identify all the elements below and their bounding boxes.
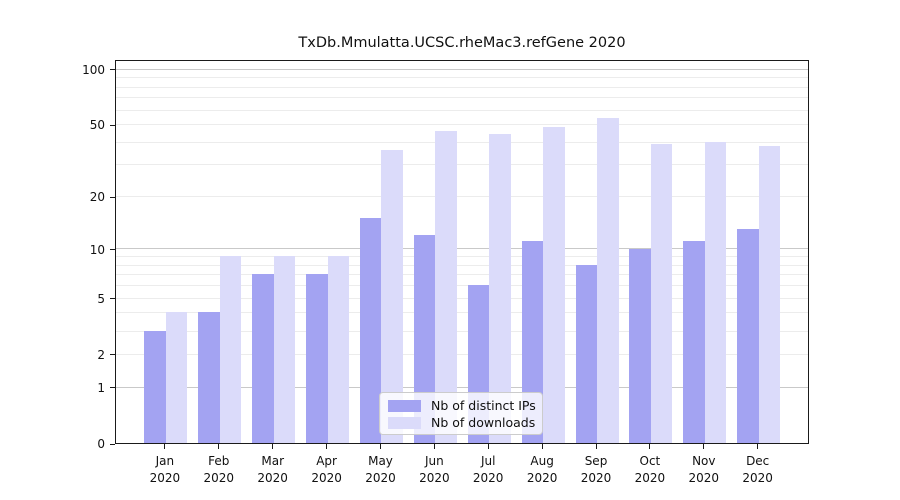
x-axis-tick bbox=[218, 444, 220, 449]
y-axis-tick bbox=[110, 249, 115, 250]
legend-label-downloads: Nb of downloads bbox=[431, 414, 536, 430]
x-axis-tick bbox=[433, 444, 435, 449]
bar-nb-of-distinct-ips bbox=[252, 274, 274, 443]
gridline bbox=[116, 285, 808, 287]
bar-nb-of-downloads bbox=[381, 150, 403, 443]
gridline bbox=[116, 386, 808, 388]
gridline bbox=[116, 124, 808, 126]
x-axis-tick-label: Sep 2020 bbox=[580, 454, 612, 485]
bar-nb-of-distinct-ips bbox=[629, 248, 651, 443]
y-axis-tick bbox=[110, 298, 115, 300]
y-axis-tick bbox=[110, 69, 115, 71]
x-axis-tick bbox=[703, 444, 705, 449]
bar-nb-of-distinct-ips bbox=[306, 274, 328, 443]
x-axis-tick-label: May 2020 bbox=[365, 454, 396, 485]
y-axis-tick bbox=[110, 354, 115, 356]
x-axis-tick-label: Oct 2020 bbox=[634, 454, 666, 485]
bar-nb-of-downloads bbox=[704, 141, 727, 443]
legend: Nb of distinct IPs Nb of downloads bbox=[379, 392, 543, 435]
y-axis-tick bbox=[110, 196, 115, 198]
y-axis-tick-label: 10 bbox=[89, 242, 105, 257]
gridline bbox=[116, 312, 808, 314]
legend-label-distinct-ips: Nb of distinct IPs bbox=[431, 397, 536, 413]
bar-nb-of-downloads bbox=[273, 256, 296, 443]
bar-nb-of-distinct-ips bbox=[144, 330, 166, 443]
x-axis-tick bbox=[541, 444, 543, 449]
bar-nb-of-downloads bbox=[543, 127, 565, 443]
gridline bbox=[116, 86, 808, 88]
y-axis-tick-label: 5 bbox=[97, 291, 105, 306]
x-axis-tick-label: Dec 2020 bbox=[742, 454, 773, 485]
x-axis-tick bbox=[595, 444, 597, 449]
bar-nb-of-distinct-ips bbox=[737, 228, 759, 443]
legend-swatch-downloads bbox=[388, 416, 421, 429]
y-axis-tick-label: 0 bbox=[97, 437, 105, 451]
x-axis-tick bbox=[649, 444, 651, 449]
gridline bbox=[116, 274, 808, 276]
x-axis-tick bbox=[487, 444, 489, 449]
bar-nb-of-distinct-ips bbox=[359, 218, 382, 443]
gridline bbox=[116, 264, 808, 266]
x-axis-tick bbox=[326, 444, 328, 449]
x-axis-tick-label: Jul 2020 bbox=[472, 454, 504, 485]
bar-nb-of-downloads bbox=[650, 143, 673, 443]
plot-area bbox=[115, 60, 809, 444]
gridline bbox=[116, 164, 808, 166]
x-axis-tick-label: Aug 2020 bbox=[526, 454, 558, 485]
chart-title: TxDb.Mmulatta.UCSC.rheMac3.refGene 2020 bbox=[298, 35, 626, 51]
y-axis-tick bbox=[110, 443, 115, 445]
bar-nb-of-downloads bbox=[597, 117, 619, 443]
y-axis-tick bbox=[110, 387, 115, 389]
x-axis-tick bbox=[380, 444, 381, 449]
gridline bbox=[116, 248, 808, 250]
gridline bbox=[116, 353, 808, 355]
legend-swatch-distinct-ips bbox=[388, 399, 421, 412]
x-axis-tick bbox=[757, 444, 759, 449]
gridline bbox=[116, 97, 808, 99]
x-axis-tick-label: Nov 2020 bbox=[688, 454, 720, 485]
y-axis-tick-label: 1 bbox=[97, 380, 105, 395]
bar-nb-of-downloads bbox=[219, 256, 242, 443]
y-axis-tick-label: 100 bbox=[82, 62, 105, 77]
bar-nb-of-distinct-ips bbox=[413, 234, 436, 443]
x-axis-tick-label: Mar 2020 bbox=[257, 454, 288, 485]
x-axis-tick bbox=[164, 444, 166, 449]
x-axis-tick bbox=[272, 444, 274, 449]
gridline bbox=[116, 77, 808, 79]
y-axis-tick-label: 2 bbox=[97, 347, 105, 362]
x-axis-tick-label: Apr 2020 bbox=[311, 454, 342, 485]
x-axis-tick-label: Jun 2020 bbox=[419, 454, 450, 485]
legend-item-distinct-ips: Nb of distinct IPs bbox=[388, 397, 542, 414]
bar-nb-of-distinct-ips bbox=[198, 312, 220, 443]
bar-nb-of-downloads bbox=[165, 312, 188, 443]
y-axis-tick-label: 50 bbox=[89, 118, 105, 132]
gridline bbox=[116, 68, 808, 70]
bar-nb-of-distinct-ips bbox=[575, 264, 598, 443]
y-axis-tick bbox=[110, 124, 115, 126]
bar-nb-of-downloads bbox=[489, 134, 511, 443]
y-axis-tick-label: 20 bbox=[89, 190, 105, 204]
gridline bbox=[116, 141, 808, 143]
x-axis-tick-label: Jan 2020 bbox=[149, 454, 181, 485]
bar-nb-of-downloads bbox=[435, 130, 457, 443]
x-axis-tick-label: Feb 2020 bbox=[203, 454, 235, 485]
legend-item-downloads: Nb of downloads bbox=[388, 414, 542, 431]
gridline bbox=[116, 256, 808, 258]
bar-nb-of-downloads bbox=[327, 256, 350, 443]
bar-nb-of-downloads bbox=[758, 145, 781, 443]
gridline bbox=[116, 196, 808, 198]
gridline bbox=[116, 297, 808, 299]
gridline bbox=[116, 330, 808, 332]
bar-nb-of-distinct-ips bbox=[683, 241, 705, 443]
gridline bbox=[116, 109, 808, 111]
